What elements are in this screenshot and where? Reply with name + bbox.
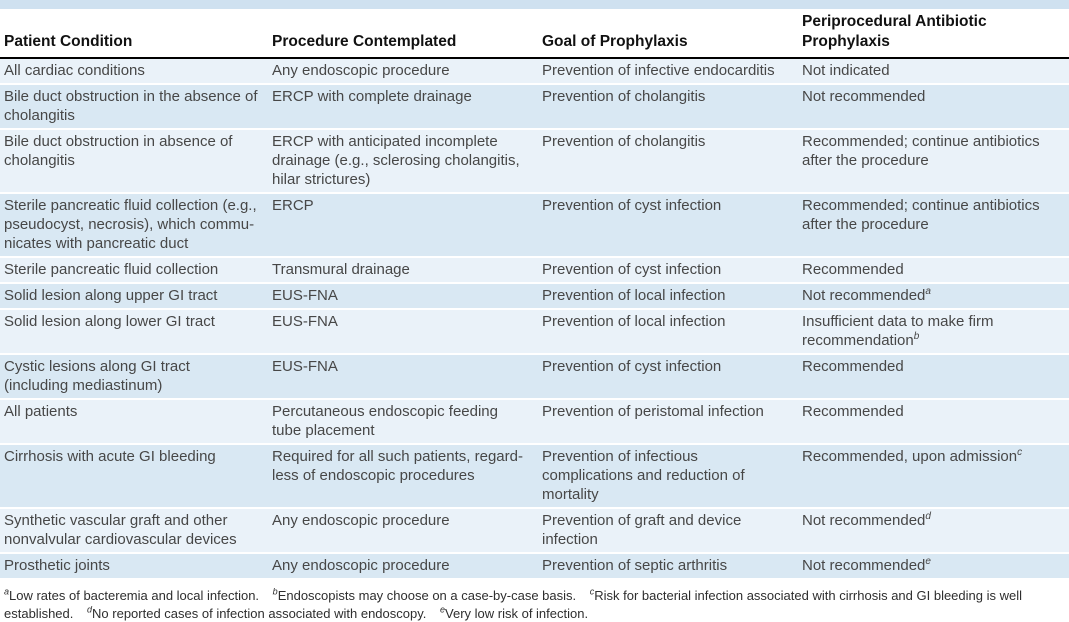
cell-goal: Prevention of cyst infection [538, 354, 798, 400]
table-row: Prosthetic joints Any endoscopic procedur… [0, 553, 1069, 580]
cell-procedure: Required for all such patients, regard-l… [268, 444, 538, 509]
column-header-goal-of-prophylaxis: Goal of Prophylaxis [538, 9, 798, 59]
cell-recommendation: Not recommended [798, 84, 1069, 130]
table-row: Synthetic vascular graft and other nonva… [0, 508, 1069, 554]
footnote-marker: c [1017, 447, 1023, 458]
cell-procedure: ERCP with complete drainage [268, 84, 538, 130]
table-row: Solid lesion along lower GI tract EUS-FNA… [0, 309, 1069, 355]
cell-recommendation: Not recommendeda [798, 283, 1069, 310]
cell-procedure: Any endoscopic procedure [268, 553, 538, 580]
cell-recommendation: Recommended, upon admissionc [798, 444, 1069, 509]
cell-goal: Prevention of infectious complications a… [538, 444, 798, 509]
cell-procedure: Any endoscopic procedure [268, 58, 538, 85]
cell-condition: Sterile pancreatic fluid collection [0, 257, 268, 284]
column-header-procedure-contemplated: Procedure Contemplated [268, 9, 538, 59]
cell-recommendation: Recommended [798, 257, 1069, 284]
cell-goal: Prevention of cholangitis [538, 84, 798, 130]
footnote: eVery low risk of infection. [440, 604, 589, 621]
footnote-marker: e [440, 604, 446, 615]
cell-procedure: EUS-FNA [268, 309, 538, 355]
footnote-marker: e [925, 556, 931, 567]
cell-goal: Prevention of infective endocarditis [538, 58, 798, 85]
cell-recommendation: Not recommendede [798, 553, 1069, 580]
cell-procedure: Transmural drainage [268, 257, 538, 284]
cell-recommendation: Insufficient data to make firm recommend… [798, 309, 1069, 355]
cell-condition: Bile duct obstruction in absence of chol… [0, 129, 268, 194]
cell-procedure: Percutaneous endoscopic feeding tube pla… [268, 399, 538, 445]
cell-recommendation: Not indicated [798, 58, 1069, 85]
table-row: Solid lesion along upper GI tract EUS-FNA… [0, 283, 1069, 310]
cell-goal: Prevention of septic arthritis [538, 553, 798, 580]
footnote-marker: c [589, 586, 595, 597]
table-row: Sterile pancreatic fluid collection (e.g… [0, 193, 1069, 258]
cell-condition: All cardiac conditions [0, 58, 268, 85]
footnote: bEndoscopists may choose on a case-by-ca… [272, 586, 577, 603]
column-header-periprocedural-antibiotic-prophylaxis: Periprocedural Antibiotic Prophylaxis [798, 9, 1069, 59]
footnote-marker: b [272, 586, 278, 597]
cell-condition: Sterile pancreatic fluid collection (e.g… [0, 193, 268, 258]
cell-goal: Prevention of cyst infection [538, 257, 798, 284]
table-row: All patients Percutaneous endoscopic feed… [0, 399, 1069, 445]
cell-condition: Solid lesion along upper GI tract [0, 283, 268, 310]
cell-procedure: ERCP with anticipated incomplete drainag… [268, 129, 538, 194]
table-body: All cardiac conditions Any endoscopic pro… [0, 58, 1069, 580]
cell-recommendation: Recommended [798, 354, 1069, 400]
table-header: Patient Condition Procedure Contemplated G… [0, 9, 1069, 59]
footnote-marker: a [4, 586, 10, 597]
footnotes: aLow rates of bacteremia and local infec… [0, 587, 1069, 622]
table-row: All cardiac conditions Any endoscopic pro… [0, 58, 1069, 85]
footnote: aLow rates of bacteremia and local infec… [4, 586, 260, 603]
column-header-patient-condition: Patient Condition [0, 9, 268, 59]
table-row: Cystic lesions along GI tract (including… [0, 354, 1069, 400]
cell-condition: Synthetic vascular graft and other nonva… [0, 508, 268, 554]
cell-condition: Cirrhosis with acute GI bleeding [0, 444, 268, 509]
footnote-marker: d [925, 511, 931, 522]
cell-goal: Prevention of cyst infection [538, 193, 798, 258]
prophylaxis-table: Patient Condition Procedure Contemplated G… [0, 9, 1069, 580]
table-row: Sterile pancreatic fluid collection Trans… [0, 257, 1069, 284]
cell-condition: Cystic lesions along GI tract (including… [0, 354, 268, 400]
table-row: Bile duct obstruction in absence of chol… [0, 129, 1069, 194]
footnote: cRisk for bacterial infection associated… [4, 586, 1022, 621]
cell-procedure: ERCP [268, 193, 538, 258]
cell-goal: Prevention of local infection [538, 283, 798, 310]
footnote: dNo reported cases of infection associat… [87, 604, 427, 621]
footnote-marker: d [87, 604, 93, 615]
cell-procedure: EUS-FNA [268, 354, 538, 400]
cell-condition: Solid lesion along lower GI tract [0, 309, 268, 355]
cell-goal: Prevention of local infection [538, 309, 798, 355]
cell-goal: Prevention of cholangitis [538, 129, 798, 194]
table-row: Bile duct obstruction in the absence of … [0, 84, 1069, 130]
cell-procedure: EUS-FNA [268, 283, 538, 310]
footnote-marker: a [925, 286, 931, 297]
cell-recommendation: Recommended; continue antibiotics after … [798, 193, 1069, 258]
cell-condition: All patients [0, 399, 268, 445]
footnote-marker: b [913, 331, 920, 342]
cell-recommendation: Recommended; continue antibiotics after … [798, 129, 1069, 194]
cell-condition: Bile duct obstruction in the absence of … [0, 84, 268, 130]
cell-recommendation: Recommended [798, 399, 1069, 445]
header-row: Patient Condition Procedure Contemplated G… [0, 9, 1069, 59]
table-row: Cirrhosis with acute GI bleeding Required… [0, 444, 1069, 509]
cell-procedure: Any endoscopic procedure [268, 508, 538, 554]
top-accent-bar [0, 0, 1069, 9]
cell-recommendation: Not recommendedd [798, 508, 1069, 554]
cell-condition: Prosthetic joints [0, 553, 268, 580]
cell-goal: Prevention of peristomal infection [538, 399, 798, 445]
cell-goal: Prevention of graft and device infection [538, 508, 798, 554]
